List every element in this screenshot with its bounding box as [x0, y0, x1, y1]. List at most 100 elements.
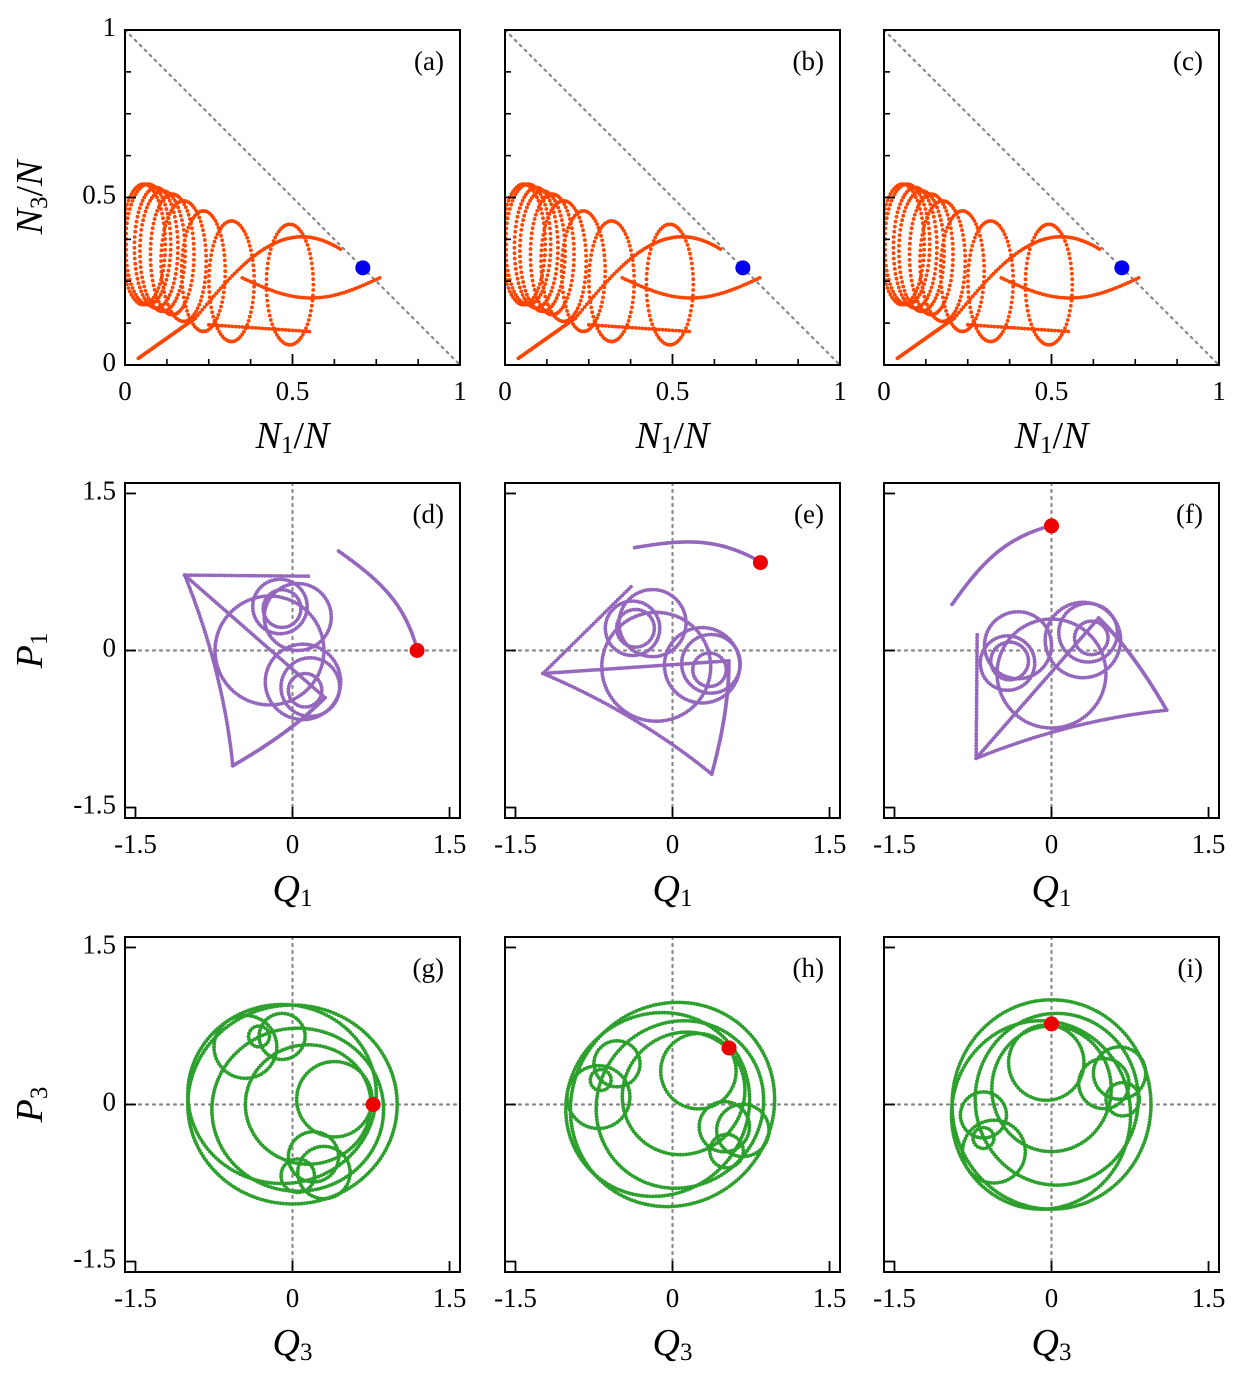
trajectory-point	[181, 295, 186, 300]
trajectory-point	[944, 229, 948, 234]
trajectory-point	[273, 235, 278, 240]
trajectory-point	[1063, 326, 1067, 331]
trajectory-point	[225, 278, 230, 283]
trajectory-point	[897, 243, 901, 248]
trajectory-point	[548, 231, 553, 236]
x-tick-label: -1.5	[114, 829, 157, 859]
trajectory-point	[178, 284, 183, 289]
trajectory-point	[1009, 300, 1014, 305]
trajectory-point	[700, 660, 705, 665]
trajectory-point	[160, 195, 165, 200]
trajectory-point	[963, 270, 967, 274]
trajectory-point	[151, 295, 156, 300]
trajectory-point	[250, 606, 255, 610]
trajectory-point	[208, 258, 213, 262]
trajectory-point	[596, 225, 601, 230]
trajectory-point	[1025, 256, 1030, 261]
trajectory-point	[578, 310, 582, 315]
trajectory-point	[539, 259, 543, 263]
trajectory-point	[297, 328, 302, 333]
trajectory-point	[525, 205, 529, 210]
trajectory-point	[129, 202, 134, 207]
trajectory-point	[737, 659, 742, 663]
trajectory-point	[531, 295, 536, 300]
trajectory-point	[907, 241, 912, 246]
trajectory-point	[265, 266, 270, 271]
trajectory-point	[220, 323, 225, 328]
trajectory-point	[188, 288, 192, 292]
trajectory-point	[565, 209, 570, 213]
trajectory-point	[595, 316, 599, 321]
trajectory-point	[572, 312, 577, 317]
trajectory-point	[220, 238, 225, 243]
trajectory-point	[268, 247, 273, 252]
trajectory-point	[125, 202, 129, 207]
trajectory-point	[287, 328, 291, 333]
trajectory-point	[587, 284, 591, 289]
trajectory-point	[338, 677, 343, 681]
trajectory-point	[555, 229, 559, 234]
trajectory-point	[166, 268, 171, 273]
initial-point-marker	[1044, 518, 1059, 534]
trajectory-point	[320, 659, 325, 664]
trajectory-point	[910, 295, 915, 300]
panel-label: (e)	[794, 499, 824, 529]
trajectory-point	[1023, 277, 1028, 282]
trajectory-point	[625, 235, 630, 240]
trajectory-point	[684, 326, 688, 331]
trajectory-point	[1090, 659, 1095, 664]
trajectory-point	[923, 219, 928, 224]
trajectory-point	[125, 282, 129, 286]
trajectory-point	[1056, 328, 1061, 333]
trajectory-point	[531, 221, 536, 226]
trajectory-point	[303, 705, 308, 709]
trajectory-point	[561, 290, 565, 295]
trajectory-point	[192, 312, 197, 317]
trajectory-point	[138, 254, 142, 259]
trajectory-point	[665, 663, 670, 667]
trajectory-point	[600, 658, 605, 662]
trajectory-point	[634, 607, 639, 612]
trajectory-point	[322, 648, 326, 653]
trajectory-point	[267, 251, 272, 256]
trajectory-point	[264, 282, 269, 287]
trajectory-point	[151, 283, 156, 288]
trajectory-point	[572, 247, 576, 251]
trajectory-point	[161, 198, 166, 203]
trajectory-point	[253, 573, 258, 578]
trajectory-point	[555, 235, 560, 239]
trajectory-point	[542, 226, 547, 231]
trajectory-point	[982, 324, 987, 328]
trajectory-point	[940, 290, 944, 295]
trajectory-point	[247, 573, 252, 578]
trajectory-point	[624, 653, 629, 657]
trajectory-point	[1011, 273, 1015, 278]
trajectory-point	[183, 205, 188, 210]
trajectory-point	[651, 587, 656, 592]
trajectory-point	[995, 673, 999, 678]
trajectory-point	[186, 292, 191, 296]
trajectory-point	[949, 278, 953, 283]
panel-d: -1.5 0 1.5-1.501.5(d)	[73, 476, 466, 859]
panel-c: 0 0.5 1(c)	[877, 28, 1226, 406]
trajectory-point	[300, 582, 305, 586]
trajectory-point	[166, 216, 171, 221]
trajectory-point	[553, 198, 557, 203]
trajectory-point	[886, 289, 891, 294]
trajectory-point	[999, 332, 1004, 337]
trajectory-point	[978, 660, 983, 665]
trajectory-point	[145, 205, 149, 210]
trajectory-point	[1032, 660, 1037, 665]
trajectory-point	[966, 268, 971, 273]
trajectory-point	[1118, 638, 1123, 642]
trajectory-point	[888, 282, 892, 286]
trajectory-point	[222, 253, 227, 258]
trajectory-point	[980, 248, 985, 252]
trajectory-point	[259, 702, 264, 707]
trajectory-point	[169, 202, 174, 207]
trajectory-point	[567, 669, 572, 674]
trajectory-point	[538, 292, 543, 297]
trajectory-point	[303, 671, 308, 676]
trajectory-point	[250, 300, 255, 305]
trajectory-point	[192, 258, 196, 262]
